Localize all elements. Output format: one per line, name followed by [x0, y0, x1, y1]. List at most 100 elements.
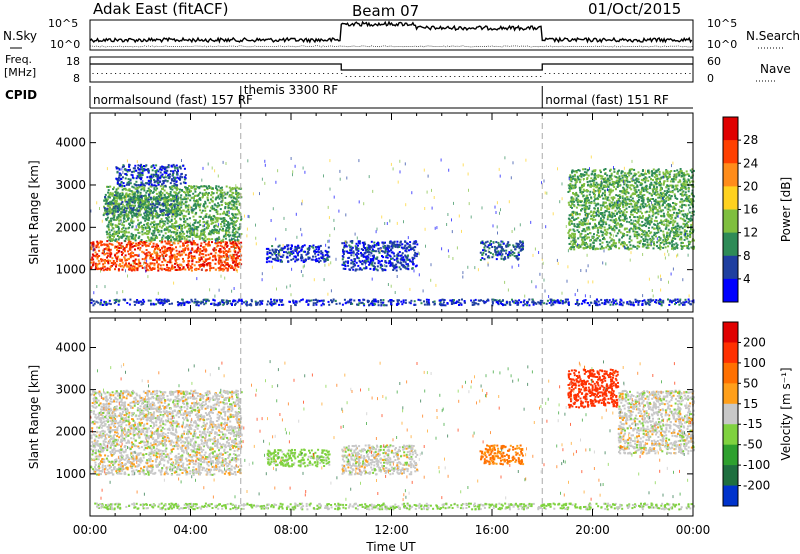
range-cell [233, 227, 236, 230]
range-cell [615, 194, 618, 197]
range-cell [384, 269, 387, 272]
range-cell [197, 250, 200, 253]
range-cell [175, 262, 178, 264]
range-cell [215, 238, 218, 241]
range-cell [115, 260, 118, 263]
nave-point [463, 76, 465, 77]
range-cell [155, 255, 158, 258]
range-cell [231, 200, 234, 203]
range-cell [402, 260, 405, 263]
nave-point [657, 73, 659, 74]
range-cell [600, 223, 603, 226]
range-cell [138, 222, 141, 225]
range-cell [176, 239, 179, 242]
range-cell [148, 207, 151, 210]
range-cell [652, 168, 655, 171]
range-cell [155, 228, 158, 231]
range-cell [133, 201, 136, 204]
range-cell [326, 259, 329, 261]
range-cell [377, 262, 380, 265]
range-cell [231, 213, 234, 216]
range-cell [225, 263, 228, 266]
range-cell [137, 176, 140, 179]
range-cell [481, 257, 484, 260]
range-cell [201, 185, 204, 188]
range-cell [507, 253, 509, 256]
range-cell [318, 257, 321, 260]
range-cell [674, 197, 677, 200]
range-cell [152, 202, 155, 205]
range-cell [144, 165, 147, 168]
range-cell [212, 229, 215, 232]
range-cell [217, 196, 220, 199]
range-cell [139, 221, 142, 224]
range-cell [171, 194, 174, 197]
range-cell [139, 165, 142, 167]
range-cell [173, 231, 176, 234]
range-cell [239, 219, 242, 222]
range-cell [161, 246, 163, 249]
range-cell [395, 243, 398, 246]
range-cell [643, 224, 645, 226]
range-cell [648, 176, 651, 179]
range-cell [593, 174, 596, 177]
range-cell [188, 235, 191, 238]
range-cell [107, 203, 110, 206]
range-cell [126, 258, 129, 261]
range-cell [222, 269, 225, 272]
range-cell [385, 254, 388, 257]
range-cell [199, 250, 202, 253]
range-cell [209, 262, 212, 265]
range-cell [136, 267, 139, 270]
range-cell [203, 185, 206, 188]
range-cell [186, 245, 189, 247]
range-cell [571, 216, 574, 219]
range-cell [283, 245, 286, 248]
range-cell [513, 252, 516, 255]
range-cell [616, 222, 619, 225]
range-cell [290, 244, 293, 247]
range-cell [666, 178, 669, 181]
range-cell [125, 209, 128, 212]
range-cell [277, 245, 280, 248]
range-cell [136, 213, 139, 216]
range-cell [172, 172, 175, 175]
range-cell [396, 243, 399, 246]
range-cell [138, 198, 141, 201]
range-cell [157, 223, 160, 226]
range-cell [208, 201, 211, 204]
range-cell [569, 183, 572, 185]
nave-point [169, 73, 171, 74]
range-cell [228, 228, 231, 231]
freq-left-label-2: [MHz] [4, 66, 36, 79]
range-cell [164, 184, 167, 187]
range-cell [167, 200, 170, 203]
range-cell [178, 268, 180, 271]
range-cell [114, 239, 117, 242]
range-cell [600, 185, 602, 188]
range-cell [121, 176, 124, 179]
range-cell [217, 217, 220, 220]
range-cell [592, 191, 595, 194]
range-cell [179, 224, 182, 227]
range-cell [170, 208, 173, 210]
range-cell [228, 248, 231, 250]
range-cell [193, 228, 196, 231]
range-cell [172, 173, 174, 176]
range-cell [165, 209, 168, 212]
range-cell [203, 231, 206, 233]
range-cell [190, 241, 193, 244]
range-cell [102, 249, 105, 252]
range-cell [177, 242, 180, 245]
range-cell [314, 255, 317, 258]
range-cell [619, 203, 622, 206]
range-cell [168, 177, 171, 180]
range-cell [146, 263, 149, 266]
range-cell [644, 211, 647, 214]
range-cell [302, 259, 305, 262]
range-cell [198, 221, 201, 223]
range-cell [146, 230, 148, 233]
range-cell [191, 266, 193, 269]
range-cell [220, 193, 223, 196]
range-cell [109, 223, 112, 226]
